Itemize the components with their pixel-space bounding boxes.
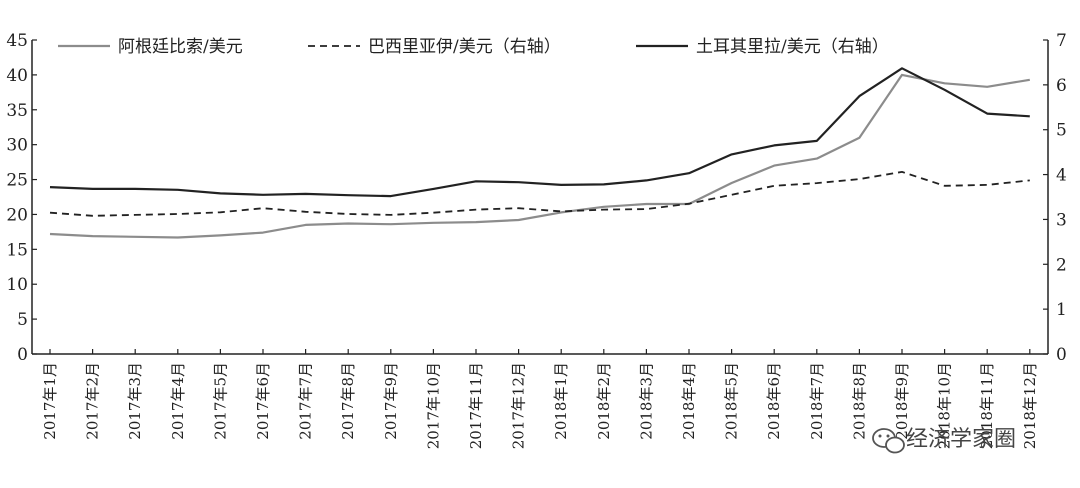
y-left-tick-label: 20 bbox=[6, 205, 28, 225]
y-right-tick-label: 2 bbox=[1056, 255, 1067, 275]
x-tick-label: 2017年9月 bbox=[382, 362, 400, 440]
series-line-1 bbox=[49, 170, 1030, 217]
y-right-tick-label: 0 bbox=[1056, 345, 1067, 365]
y-right-tick-label: 1 bbox=[1056, 300, 1067, 320]
x-tick-label: 2017年4月 bbox=[169, 362, 187, 440]
x-tick-label: 2017年10月 bbox=[424, 362, 442, 449]
watermark: 经济学家圈 bbox=[872, 427, 1016, 454]
y-right-tick-label: 4 bbox=[1056, 166, 1067, 186]
axes bbox=[31, 40, 1049, 355]
x-tick-label: 2018年12月 bbox=[1021, 362, 1039, 449]
y-left-tick-label: 15 bbox=[6, 240, 28, 260]
x-tick-label: 2018年9月 bbox=[893, 362, 911, 440]
x-tick-label: 2017年6月 bbox=[254, 362, 272, 440]
wechat-icon bbox=[872, 428, 905, 454]
x-tick-label: 2018年4月 bbox=[680, 362, 698, 440]
y-right-ticks: 0 1 2 3 4 5 6 7 bbox=[1043, 31, 1067, 365]
x-tick-label: 2018年3月 bbox=[637, 362, 655, 440]
y-right-tick-label: 6 bbox=[1056, 76, 1067, 96]
y-left-tick-label: 35 bbox=[6, 101, 28, 121]
legend-label-2: 土耳其里拉/美元（右轴） bbox=[696, 37, 889, 57]
series-line-2 bbox=[49, 67, 1030, 198]
y-right-tick-label: 5 bbox=[1056, 121, 1067, 141]
legend: 阿根廷比索/美元 巴西里亚伊/美元（右轴） 土耳其里拉/美元（右轴） bbox=[58, 37, 889, 57]
x-tick-label: 2018年10月 bbox=[936, 362, 954, 449]
x-tick-label: 2017年5月 bbox=[211, 362, 229, 440]
x-tick-label: 2017年12月 bbox=[510, 362, 528, 449]
x-tick-label: 2017年8月 bbox=[339, 362, 357, 440]
x-ticks: 2017年1月 2017年2月 2017年3月 2017年4月 2017年5月 2017年… bbox=[41, 349, 1039, 449]
series-lines bbox=[49, 67, 1030, 239]
y-left-ticks: 0 5 10 15 20 25 30 35 40 45 bbox=[6, 31, 37, 365]
x-tick-label: 2018年2月 bbox=[595, 362, 613, 440]
x-tick-label: 2018年5月 bbox=[723, 362, 741, 440]
legend-label-0: 阿根廷比索/美元 bbox=[118, 37, 243, 57]
x-tick-label: 2018年1月 bbox=[552, 362, 570, 440]
series-line-0 bbox=[49, 73, 1030, 239]
legend-label-1: 巴西里亚伊/美元（右轴） bbox=[368, 37, 561, 57]
y-right-tick-label: 7 bbox=[1056, 31, 1067, 51]
y-left-tick-label: 10 bbox=[6, 275, 28, 295]
y-left-tick-label: 40 bbox=[6, 66, 28, 86]
y-left-tick-label: 0 bbox=[17, 345, 28, 365]
x-tick-label: 2017年7月 bbox=[297, 362, 315, 440]
y-left-tick-label: 30 bbox=[6, 136, 28, 156]
x-tick-label: 2017年1月 bbox=[41, 362, 59, 440]
x-tick-label: 2018年8月 bbox=[850, 362, 868, 440]
y-left-tick-label: 25 bbox=[6, 171, 28, 191]
x-tick-label: 2017年11月 bbox=[467, 362, 485, 449]
x-tick-label: 2018年11月 bbox=[978, 362, 996, 449]
x-tick-label: 2017年3月 bbox=[126, 362, 144, 440]
y-left-tick-label: 5 bbox=[17, 310, 28, 330]
y-right-tick-label: 3 bbox=[1056, 210, 1067, 230]
x-tick-label: 2018年6月 bbox=[765, 362, 783, 440]
y-left-tick-label: 45 bbox=[6, 31, 28, 51]
x-tick-label: 2018年7月 bbox=[808, 362, 826, 440]
x-tick-label: 2017年2月 bbox=[84, 362, 102, 440]
watermark-text: 经济学家圈 bbox=[906, 427, 1016, 452]
